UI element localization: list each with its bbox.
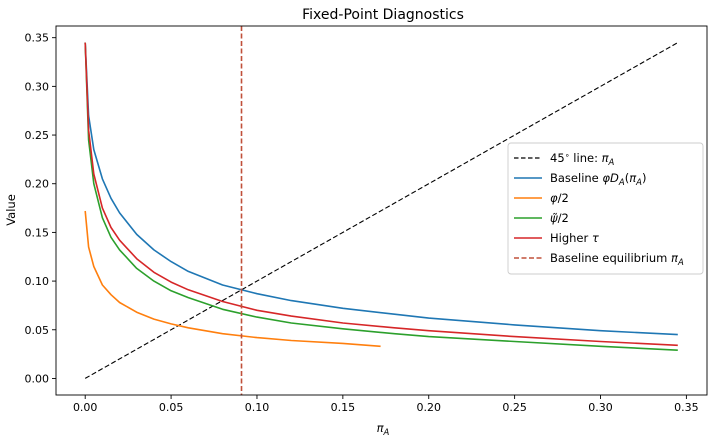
legend-label-equilibrium: Baseline equilibrium πA (550, 251, 684, 268)
y-tick-label: 0.05 (25, 324, 50, 337)
y-tick-label: 0.25 (25, 129, 50, 142)
y-axis-ticks: 0.00 0.05 0.10 0.15 0.20 0.25 0.30 0.35 (25, 32, 56, 385)
legend-box (507, 142, 704, 275)
x-tick-label: 0.10 (245, 401, 270, 414)
x-tick-label: 0.15 (331, 401, 356, 414)
legend-label-psi-half: ψ̃/2 (550, 211, 569, 225)
x-tick-label: 0.00 (73, 401, 98, 414)
x-tick-label: 0.35 (674, 401, 699, 414)
legend-label-higher-tau: Higher τ (550, 231, 599, 245)
y-axis-label: Value (4, 194, 18, 226)
chart-title: Fixed-Point Diagnostics (302, 7, 464, 23)
x-tick-label: 0.25 (502, 401, 527, 414)
x-axis-ticks: 0.00 0.05 0.10 0.15 0.20 0.25 0.30 0.35 (73, 395, 699, 414)
y-tick-label: 0.15 (25, 226, 50, 239)
y-tick-label: 0.30 (25, 80, 50, 93)
x-tick-label: 0.30 (588, 401, 613, 414)
series-line-baseline-d-a-a (84, 42, 678, 336)
y-tick-label: 0.20 (25, 178, 50, 191)
x-tick-label: 0.05 (159, 401, 184, 414)
y-tick-label: 0.10 (25, 275, 50, 288)
legend: 45∘ line: πA Baseline φDA(πA) φ/2 ψ̃/2 H… (507, 142, 704, 275)
series-line-higher (84, 42, 678, 347)
x-tick-label: 0.20 (416, 401, 441, 414)
x-axis-label: πA (377, 421, 390, 438)
x-axis-label-symbol: π (377, 421, 385, 435)
series-line-2 (84, 42, 678, 351)
x-axis-label-subscript: A (383, 428, 390, 438)
plot-lines (84, 26, 679, 395)
legend-label-phi-half: φ/2 (550, 191, 569, 205)
plot-frame (55, 25, 708, 396)
y-tick-label: 0.35 (25, 32, 50, 45)
series-line-2 (84, 210, 381, 348)
y-tick-label: 0.00 (25, 372, 50, 385)
series-line-45-line-a (84, 42, 679, 379)
